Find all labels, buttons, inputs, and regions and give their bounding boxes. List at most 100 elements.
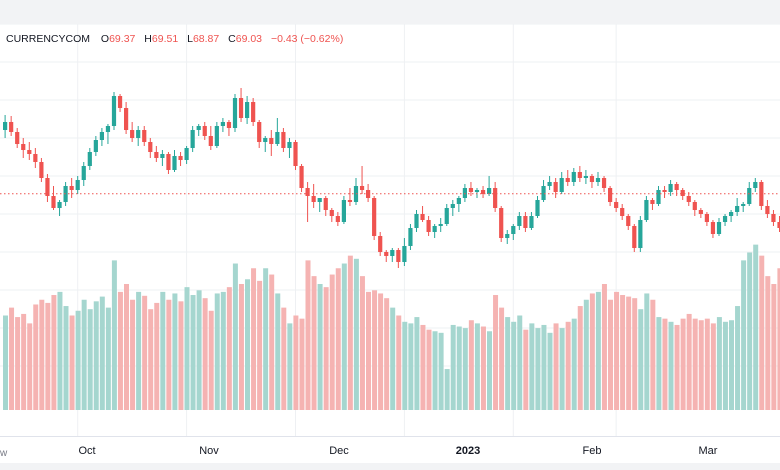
candle-body	[468, 188, 474, 192]
volume-bar	[662, 318, 668, 410]
volume-bar	[571, 318, 577, 410]
candle-body	[777, 222, 780, 228]
volume-bar	[359, 276, 365, 410]
volume-bar	[480, 326, 486, 410]
candle-body	[166, 154, 171, 170]
candle-body	[589, 176, 595, 182]
volume-bar	[735, 306, 741, 410]
volume-bar	[232, 263, 238, 410]
candle-body	[359, 186, 365, 190]
candle-body	[559, 178, 564, 192]
price-chart[interactable]	[0, 24, 780, 436]
candle-body	[426, 220, 431, 232]
candle-body	[384, 252, 389, 256]
candle-body	[656, 190, 661, 204]
volume-bar	[287, 323, 293, 410]
candle-body	[698, 210, 703, 214]
candle-body	[686, 196, 691, 202]
x-tick-2023: 2023	[455, 445, 481, 457]
candle-body	[130, 130, 135, 138]
candle-body	[226, 122, 232, 128]
volume-bar	[390, 307, 396, 410]
candle-body	[771, 214, 776, 222]
candle-body	[741, 204, 746, 206]
volume-bar	[474, 323, 480, 410]
candle-body	[414, 214, 419, 228]
volume-bar	[39, 299, 45, 410]
volume-bar	[601, 284, 607, 410]
candle-body	[299, 166, 304, 188]
candle-body	[420, 214, 425, 220]
volume-bar	[299, 318, 305, 410]
candle-body	[281, 132, 286, 148]
volume-bar	[51, 295, 57, 410]
volume-bar	[45, 302, 51, 410]
volume-bar	[378, 293, 384, 410]
volume-bar	[674, 324, 680, 410]
candle-body	[432, 226, 437, 232]
volume-bar	[505, 317, 511, 410]
symbol-name[interactable]: CURRENCYCOM	[6, 33, 90, 45]
volume-bar	[608, 299, 613, 410]
candle-body	[202, 126, 207, 136]
candle-body	[190, 130, 195, 148]
volume-bar	[595, 291, 601, 410]
volume-bar	[117, 291, 123, 410]
candle-body	[311, 196, 316, 202]
candle-body	[456, 198, 461, 204]
open-label: O	[100, 33, 110, 45]
volume-bar	[208, 310, 214, 410]
candle-body	[69, 186, 74, 190]
volume-bar	[753, 244, 759, 410]
candle-body	[269, 138, 274, 144]
volume-bar	[275, 293, 281, 410]
volume-bar	[263, 268, 269, 410]
candle-body	[99, 132, 104, 140]
candle-body	[154, 152, 159, 158]
volume-bar	[450, 324, 456, 410]
candle-body	[27, 150, 32, 154]
candle-body	[257, 122, 262, 142]
candle-body	[662, 190, 667, 192]
candle-body	[57, 202, 62, 208]
candle-body	[638, 220, 643, 248]
volume-bar	[565, 321, 571, 410]
candle-body	[408, 228, 413, 246]
volume-bar	[372, 290, 378, 410]
candle-body	[136, 130, 141, 138]
candle-body	[474, 190, 480, 192]
candle-body	[3, 122, 8, 130]
candle-body	[45, 178, 50, 196]
candle-body	[716, 222, 722, 234]
candle-body	[529, 216, 534, 228]
candle-body	[729, 212, 734, 216]
time-axis[interactable]: Oct Nov Dec 2023 Feb Mar	[0, 436, 780, 463]
candle-body	[650, 200, 655, 204]
volume-bar	[414, 317, 420, 410]
volume-bar	[499, 307, 505, 410]
chart-area[interactable]: CURRENCYCOM O69.37 H69.51 L68.87 C69.03 …	[0, 24, 780, 436]
high-value: 69.51	[151, 33, 179, 45]
x-tick-oct: Oct	[78, 445, 96, 457]
candle-body	[124, 108, 129, 130]
candle-body	[747, 188, 752, 204]
x-tick-mar: Mar	[698, 445, 718, 457]
volume-bar	[99, 296, 105, 410]
candle-body	[184, 148, 189, 160]
volume-bar	[317, 284, 323, 410]
candle-body	[238, 98, 244, 118]
volume-bar	[130, 299, 136, 410]
candle-body	[232, 98, 238, 128]
volume-bar	[620, 295, 626, 410]
candle-body	[51, 196, 56, 208]
candle-body	[347, 200, 353, 202]
volume-bar	[468, 320, 474, 410]
open-value: 69.37	[109, 33, 136, 45]
candle-body	[378, 236, 383, 252]
candle-body	[632, 226, 637, 248]
volume-bar	[257, 280, 263, 410]
volume-bar	[111, 260, 117, 410]
candle-body	[335, 216, 340, 222]
candle-body	[21, 144, 26, 150]
volume-bar	[583, 299, 589, 410]
